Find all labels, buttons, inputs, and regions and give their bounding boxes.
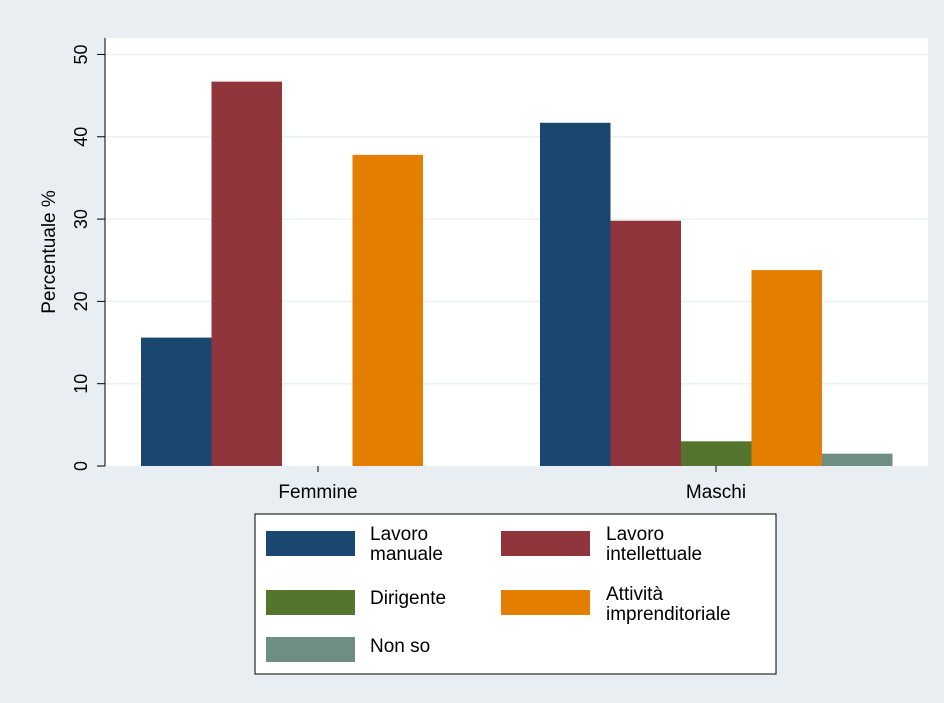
bar — [211, 81, 282, 466]
x-tick-label: Maschi — [686, 482, 746, 503]
y-tick-label: 10 — [71, 374, 91, 394]
y-ticks: 0 10 20 30 40 50 — [71, 44, 105, 471]
legend-label-line: Dirigente — [370, 588, 446, 609]
legend-swatch — [501, 531, 590, 556]
y-tick-label: 40 — [71, 127, 91, 147]
bar — [681, 441, 752, 466]
x-ticks: Femmine Maschi — [278, 466, 746, 503]
legend-label-line: manuale — [370, 544, 443, 565]
legend-swatch — [501, 590, 590, 615]
bar — [822, 453, 893, 466]
bars — [141, 81, 893, 467]
legend-label-line: intellettuale — [606, 544, 702, 565]
legend-swatch — [266, 590, 355, 615]
y-axis-label: Percentuale % — [39, 190, 60, 314]
bar — [352, 154, 423, 466]
legend-swatch — [266, 637, 355, 662]
bar — [751, 270, 822, 466]
bar — [141, 337, 212, 466]
legend-label: Dirigente — [370, 588, 446, 609]
legend-label-line: Lavoro — [370, 524, 428, 545]
legend-label: Non so — [370, 636, 430, 657]
legend-label-line: imprenditoriale — [606, 604, 731, 625]
bar — [610, 220, 681, 466]
legend-label: Lavoro intellettuale — [606, 524, 702, 565]
legend-label-line: Attività — [606, 584, 663, 605]
legend-swatch — [266, 531, 355, 556]
y-tick-label: 30 — [71, 209, 91, 229]
legend-label: Lavoro manuale — [370, 524, 443, 565]
x-tick-label: Femmine — [278, 482, 357, 503]
y-tick-label: 50 — [71, 44, 91, 64]
y-tick-label: 0 — [71, 461, 91, 471]
legend-label-line: Non so — [370, 636, 430, 657]
bar — [540, 122, 611, 467]
legend-label: Attività imprenditoriale — [606, 584, 731, 625]
y-tick-label: 20 — [71, 291, 91, 311]
legend-label-line: Lavoro — [606, 524, 664, 545]
